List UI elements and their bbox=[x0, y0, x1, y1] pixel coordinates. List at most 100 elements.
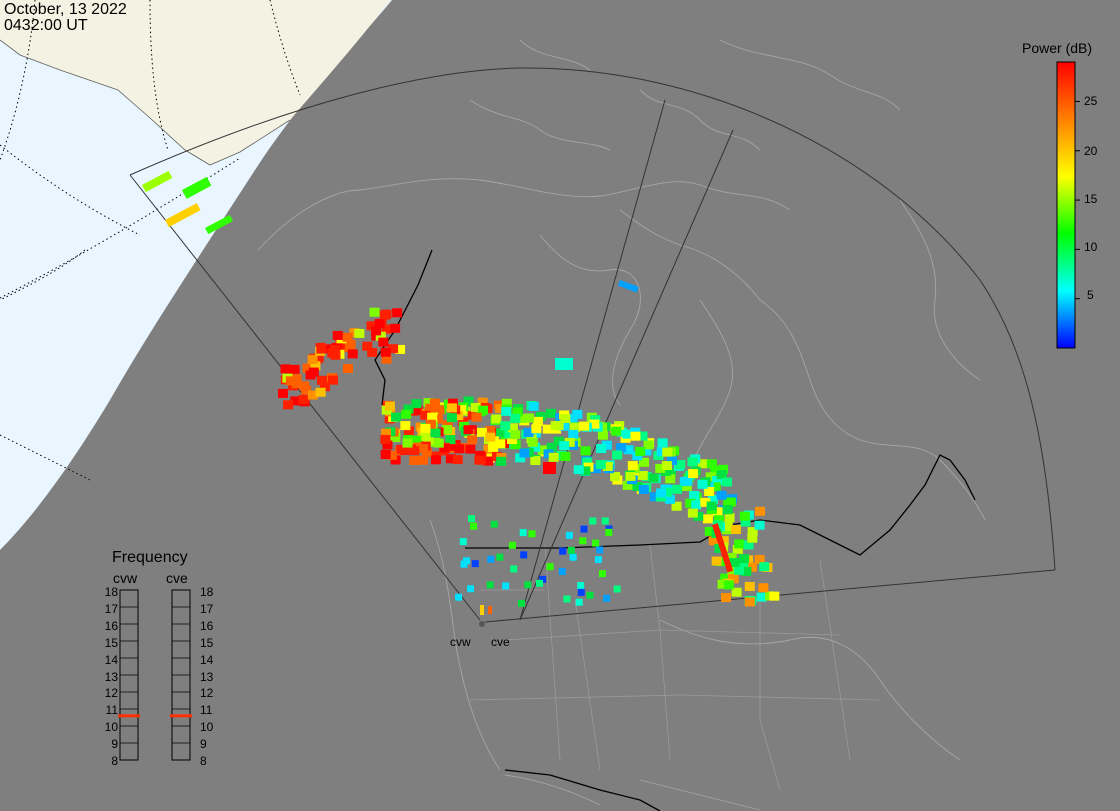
backscatter-cell bbox=[734, 539, 745, 549]
backscatter-cell bbox=[496, 428, 507, 438]
backscatter-cell bbox=[487, 555, 495, 563]
backscatter-cell bbox=[316, 344, 327, 354]
backscatter-cell bbox=[730, 525, 741, 535]
time-label: 0432:00 UT bbox=[4, 17, 88, 34]
backscatter-cell bbox=[747, 533, 758, 543]
backscatter-cell bbox=[470, 522, 478, 530]
backscatter-cell bbox=[535, 579, 543, 587]
backscatter-cell bbox=[611, 426, 622, 436]
backscatter-cell bbox=[467, 435, 478, 445]
backscatter-cell bbox=[622, 429, 633, 439]
backscatter-cell bbox=[528, 401, 539, 411]
backscatter-cell bbox=[649, 492, 660, 502]
backscatter-cell bbox=[298, 394, 309, 404]
backscatter-cell bbox=[307, 354, 318, 364]
frequency-scale-right: 18 bbox=[200, 585, 214, 599]
backscatter-cell bbox=[743, 540, 754, 550]
frequency-scale-left: 13 bbox=[104, 669, 118, 684]
backscatter-cell bbox=[483, 456, 494, 466]
backscatter-cell bbox=[495, 404, 506, 414]
backscatter-cell bbox=[420, 423, 431, 433]
backscatter-cell bbox=[706, 459, 717, 469]
backscatter-cell bbox=[403, 426, 414, 436]
backscatter-cell bbox=[717, 464, 728, 474]
backscatter-cell bbox=[721, 477, 732, 487]
backscatter-cell bbox=[739, 554, 750, 564]
backscatter-cell bbox=[568, 429, 579, 439]
backscatter-cell bbox=[405, 444, 416, 454]
backscatter-cell bbox=[371, 326, 382, 336]
backscatter-cell bbox=[518, 599, 526, 607]
backscatter-cell bbox=[342, 332, 353, 342]
backscatter-cell bbox=[412, 405, 423, 415]
backscatter-cell bbox=[291, 379, 302, 389]
backscatter-cell bbox=[519, 529, 527, 537]
backscatter-cell bbox=[672, 484, 683, 494]
backscatter-cell bbox=[400, 421, 411, 431]
latlon-grid bbox=[0, 0, 301, 481]
backscatter-cell bbox=[755, 506, 766, 516]
frequency-scale-left: 17 bbox=[104, 601, 118, 616]
backscatter-cell bbox=[605, 528, 613, 536]
backscatter-cell bbox=[510, 413, 521, 423]
backscatter-cell bbox=[716, 490, 727, 500]
backscatter-cell bbox=[689, 491, 700, 501]
backscatter-cell bbox=[299, 381, 310, 391]
backscatter-cell bbox=[328, 375, 339, 385]
backscatter-cell bbox=[704, 526, 715, 536]
backscatter-cell bbox=[579, 537, 587, 545]
backscatter-cell bbox=[409, 456, 420, 466]
backscatter-cell bbox=[378, 337, 389, 347]
backscatter-cell bbox=[539, 575, 547, 583]
backscatter-cell bbox=[746, 562, 757, 572]
backscatter-cell bbox=[384, 401, 395, 411]
backscatter-cell bbox=[722, 521, 733, 531]
backscatter-cell bbox=[379, 310, 390, 320]
backscatter-cell bbox=[612, 450, 623, 460]
colorbar-tick-25: 25 bbox=[1084, 94, 1098, 108]
backscatter-cell bbox=[661, 461, 672, 471]
backscatter-cell bbox=[756, 592, 767, 602]
backscatter-cell bbox=[390, 412, 401, 422]
backscatter-cell bbox=[456, 405, 467, 415]
backscatter-cell bbox=[401, 409, 412, 419]
backscatter-cell bbox=[485, 432, 496, 442]
backscatter-cell bbox=[507, 423, 518, 433]
colorbar-title: Power (dB) bbox=[1022, 40, 1093, 56]
backscatter-cell bbox=[488, 442, 499, 452]
backscatter-cell bbox=[427, 412, 438, 422]
daylight-ocean bbox=[0, 0, 392, 550]
backscatter-cell bbox=[687, 508, 698, 518]
backscatter-cell bbox=[723, 580, 734, 590]
backscatter-cell bbox=[508, 541, 516, 549]
backscatter-cell bbox=[740, 517, 751, 527]
backscatter-cell bbox=[560, 414, 571, 424]
backscatter-cell bbox=[343, 363, 354, 373]
backscatter-cell bbox=[725, 497, 736, 507]
backscatter-cell bbox=[420, 432, 431, 442]
backscatter-cell bbox=[291, 374, 302, 384]
backscatter-cell bbox=[459, 538, 467, 546]
backscatter-cell bbox=[667, 455, 678, 465]
backscatter-cell bbox=[682, 476, 693, 486]
backscatter-cell bbox=[637, 470, 648, 480]
backscatter-cell bbox=[480, 605, 484, 615]
backscatter-cell bbox=[369, 307, 380, 317]
backscatter-cell bbox=[402, 438, 413, 448]
backscatter-cell bbox=[700, 497, 711, 507]
frequency-scale-left: 8 bbox=[111, 754, 118, 768]
backscatter-cell bbox=[697, 479, 708, 489]
backscatter-cell bbox=[515, 453, 526, 463]
backscatter-cell bbox=[330, 345, 341, 355]
backscatter-cell bbox=[463, 425, 474, 435]
backscatter-cell bbox=[467, 585, 475, 593]
backscatter-cell bbox=[638, 485, 649, 495]
daylight-land-alaska bbox=[0, 0, 390, 165]
backscatter-cell bbox=[546, 442, 557, 452]
backscatter-cell bbox=[662, 447, 673, 457]
backscatter-cell bbox=[455, 593, 463, 601]
backscatter-cell bbox=[488, 606, 492, 614]
backscatter-cell bbox=[641, 446, 652, 456]
frequency-scale-right: 9 bbox=[200, 737, 207, 752]
